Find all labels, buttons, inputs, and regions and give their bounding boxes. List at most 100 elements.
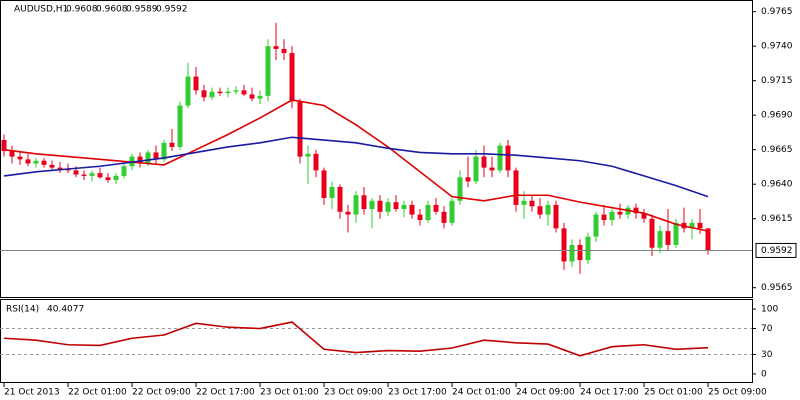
candle-body xyxy=(505,145,511,171)
candle-body xyxy=(705,228,711,251)
candle-body xyxy=(529,200,535,207)
candle-body xyxy=(433,204,439,212)
rsi-value: 40.4077 xyxy=(47,305,84,315)
ohlc-high: 0.9608 xyxy=(96,5,128,15)
candle-body xyxy=(481,156,487,168)
y-tick-label: 0.9690 xyxy=(761,111,793,121)
candle-body xyxy=(321,170,327,198)
candle-body xyxy=(17,156,23,160)
candle-body xyxy=(89,173,95,176)
candle-body xyxy=(25,159,31,164)
rsi-title: RSI(14) xyxy=(6,305,39,315)
candle-body xyxy=(401,204,407,210)
candle-body xyxy=(249,94,255,99)
candle-body xyxy=(441,211,447,223)
x-tick-label: 22 Oct 01:00 xyxy=(68,388,127,398)
rsi-panel xyxy=(0,299,753,383)
candle-body xyxy=(265,46,271,96)
candle-body xyxy=(465,177,471,182)
candle-body xyxy=(257,95,263,99)
candle-body xyxy=(425,204,431,221)
candle-body xyxy=(113,175,119,181)
ohlc-low: 0.9589 xyxy=(126,5,158,15)
moving-average xyxy=(3,136,709,198)
candle-body xyxy=(105,177,111,181)
x-tick-label: 23 Oct 09:00 xyxy=(324,388,383,398)
candle-body xyxy=(513,170,519,205)
candle-body xyxy=(81,174,87,176)
candle-body xyxy=(305,153,311,157)
candle-body xyxy=(145,152,151,164)
candle-body xyxy=(537,206,543,215)
candle-body xyxy=(241,90,247,95)
candle-body xyxy=(137,156,143,164)
x-tick-label: 25 Oct 01:00 xyxy=(644,388,703,398)
candle-body xyxy=(49,164,55,168)
candle-body xyxy=(649,218,655,248)
candle-body xyxy=(689,222,695,229)
candle-body xyxy=(153,152,159,160)
candle-body xyxy=(1,140,7,152)
candle-body xyxy=(225,91,231,94)
x-tick-label: 24 Oct 09:00 xyxy=(516,388,575,398)
candle-body xyxy=(569,244,575,262)
y-tick-label: 0.9615 xyxy=(761,214,793,224)
x-tick-label: 24 Oct 01:00 xyxy=(452,388,511,398)
candle-body xyxy=(161,142,167,160)
y-tick-label: 70 xyxy=(761,324,773,334)
candle-body xyxy=(201,90,207,98)
candle-body xyxy=(369,200,375,210)
candle-body xyxy=(665,231,671,245)
candle-body xyxy=(337,186,343,212)
candle-body xyxy=(313,153,319,171)
ohlc-open: 0.9608 xyxy=(66,5,98,15)
candle-body xyxy=(657,231,663,248)
candle-body xyxy=(577,244,583,261)
x-tick-label: 22 Oct 17:00 xyxy=(196,388,255,398)
x-tick-label: 22 Oct 09:00 xyxy=(132,388,191,398)
candle-body xyxy=(497,145,503,171)
candle-body xyxy=(585,236,591,261)
y-tick-label: 0 xyxy=(761,369,767,379)
main-panel xyxy=(0,0,753,298)
y-tick-label: 0.9740 xyxy=(761,42,793,52)
chart-title: AUDUSD,H1 xyxy=(14,5,68,15)
y-tick-label: 0.9715 xyxy=(761,76,793,86)
titles: AUDUSD,H1 0.9608 0.9608 0.9589 0.9592 RS… xyxy=(6,5,188,315)
candle-body xyxy=(633,207,639,214)
candle-body xyxy=(233,90,239,92)
candle-body xyxy=(561,228,567,262)
candle-body xyxy=(33,160,39,164)
y-tick-label: 0.9765 xyxy=(761,7,793,17)
y-tick-label: 0.9640 xyxy=(761,180,793,190)
candle-body xyxy=(97,173,103,178)
x-tick-label: 23 Oct 01:00 xyxy=(260,388,319,398)
candle-body xyxy=(545,204,551,215)
y-tick-label: 0.9565 xyxy=(761,283,793,293)
candle-body xyxy=(385,202,391,212)
candle-body xyxy=(361,195,367,210)
candle-body xyxy=(353,195,359,215)
candle-body xyxy=(617,211,623,215)
candle-body xyxy=(281,48,287,54)
candle-body xyxy=(329,186,335,198)
candle-body xyxy=(593,214,599,237)
y-tick-label: 0.9665 xyxy=(761,145,793,155)
candle-body xyxy=(377,200,383,212)
candle-body xyxy=(193,76,199,91)
y-tick-label: 30 xyxy=(761,350,773,360)
candle-body xyxy=(73,170,79,175)
candle-body xyxy=(409,204,415,215)
candle-body xyxy=(185,76,191,106)
candle-body xyxy=(393,202,399,210)
candle-body xyxy=(289,53,295,102)
candle-body xyxy=(457,177,463,201)
candle-body xyxy=(697,222,703,229)
candle-body xyxy=(9,151,15,157)
moving-average xyxy=(3,99,709,232)
candle-body xyxy=(121,166,127,176)
rsi-line xyxy=(3,321,709,357)
x-tick-label: 23 Oct 17:00 xyxy=(388,388,447,398)
candle-body xyxy=(209,91,215,98)
